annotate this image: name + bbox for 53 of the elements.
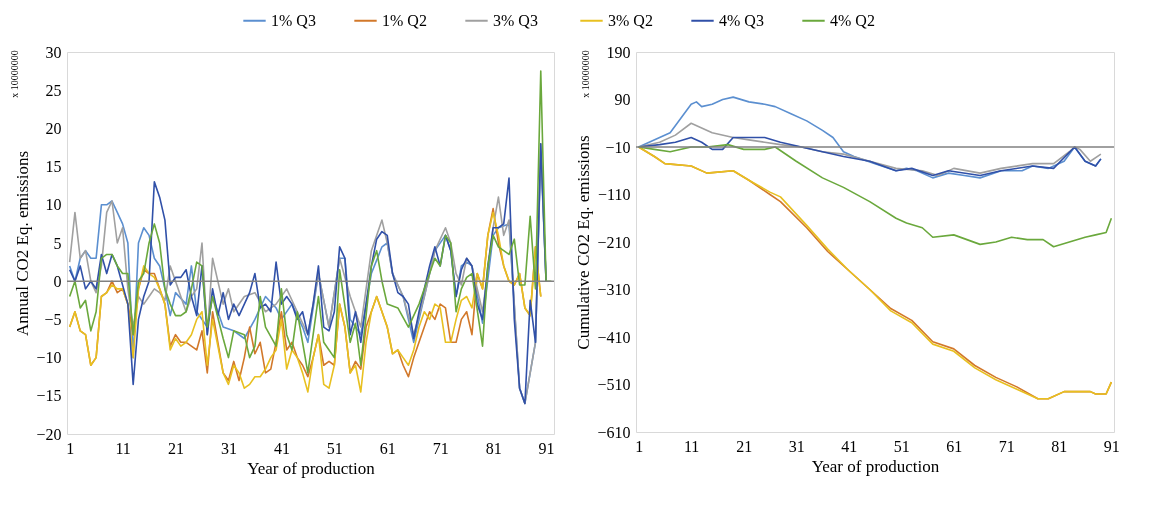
y-tick-label: −310	[597, 281, 631, 298]
x-tick-label: 21	[168, 439, 185, 457]
x-tick-label: 11	[115, 439, 131, 457]
x-tick-label: 91	[1103, 437, 1120, 455]
y-tick-label: −5	[44, 310, 62, 328]
x-tick-label: 41	[841, 437, 858, 455]
y-tick-label: 190	[606, 43, 631, 61]
y-tick-label: 5	[53, 234, 62, 252]
y-tick-label: 15	[45, 158, 62, 176]
y-tick-label: −210	[597, 233, 631, 251]
text: x 10000000	[580, 50, 591, 98]
legend-label: 4% Q3	[719, 11, 764, 29]
legend-label: 1% Q3	[271, 11, 316, 29]
x-tick-label: 61	[379, 439, 396, 457]
y-tick-label: 90	[614, 91, 631, 108]
x-tick-label: 1	[66, 439, 75, 457]
y-tick-label: −10	[36, 349, 62, 367]
y-tick-label: 20	[45, 119, 62, 137]
x-tick-label: 31	[788, 437, 805, 455]
x-axis-title: Year of production	[811, 456, 940, 476]
x-tick-label: 41	[273, 439, 290, 457]
text: x 10000000	[9, 50, 20, 98]
x-tick-label: 71	[998, 437, 1015, 455]
line-series	[637, 146, 1113, 400]
y-tick-label: −110	[598, 186, 631, 203]
x-tick-label: 81	[485, 439, 502, 457]
y-tick-label: 0	[53, 272, 62, 290]
x-tick-label: 61	[946, 437, 963, 455]
y-tick-label: −610	[597, 423, 631, 441]
y-axis-title: Cumulative CO2 Eq. emissions	[574, 135, 594, 350]
x-tick-label: 21	[736, 437, 753, 455]
x-tick-label: 91	[538, 439, 555, 457]
x-tick-label: 81	[1051, 437, 1068, 455]
y-tick-label: −20	[36, 425, 62, 443]
y-tick-label: 10	[45, 196, 62, 214]
x-tick-label: 11	[683, 437, 700, 455]
y-tick-label: 30	[45, 43, 62, 61]
x-tick-label: 51	[326, 439, 343, 457]
y-tick-label: 25	[45, 81, 62, 99]
x-axis-title: Year of production	[247, 458, 376, 478]
x-tick-label: 51	[893, 437, 910, 455]
y-tick-label: −510	[597, 376, 631, 393]
y-tick-label: −15	[36, 387, 62, 405]
y-axis-title: Annual CO2 Eq. emissions	[13, 150, 33, 337]
legend-label: 3% Q3	[493, 11, 538, 29]
legend-label: 3% Q2	[608, 11, 653, 29]
x-tick-label: 31	[220, 439, 237, 457]
x-tick-label: 71	[432, 439, 449, 457]
legend-label: 4% Q2	[830, 11, 875, 29]
legend-label: 1% Q2	[382, 11, 427, 29]
y-tick-label: −410	[597, 328, 631, 346]
x-tick-label: 1	[635, 437, 644, 455]
y-tick-label: −10	[605, 138, 631, 156]
